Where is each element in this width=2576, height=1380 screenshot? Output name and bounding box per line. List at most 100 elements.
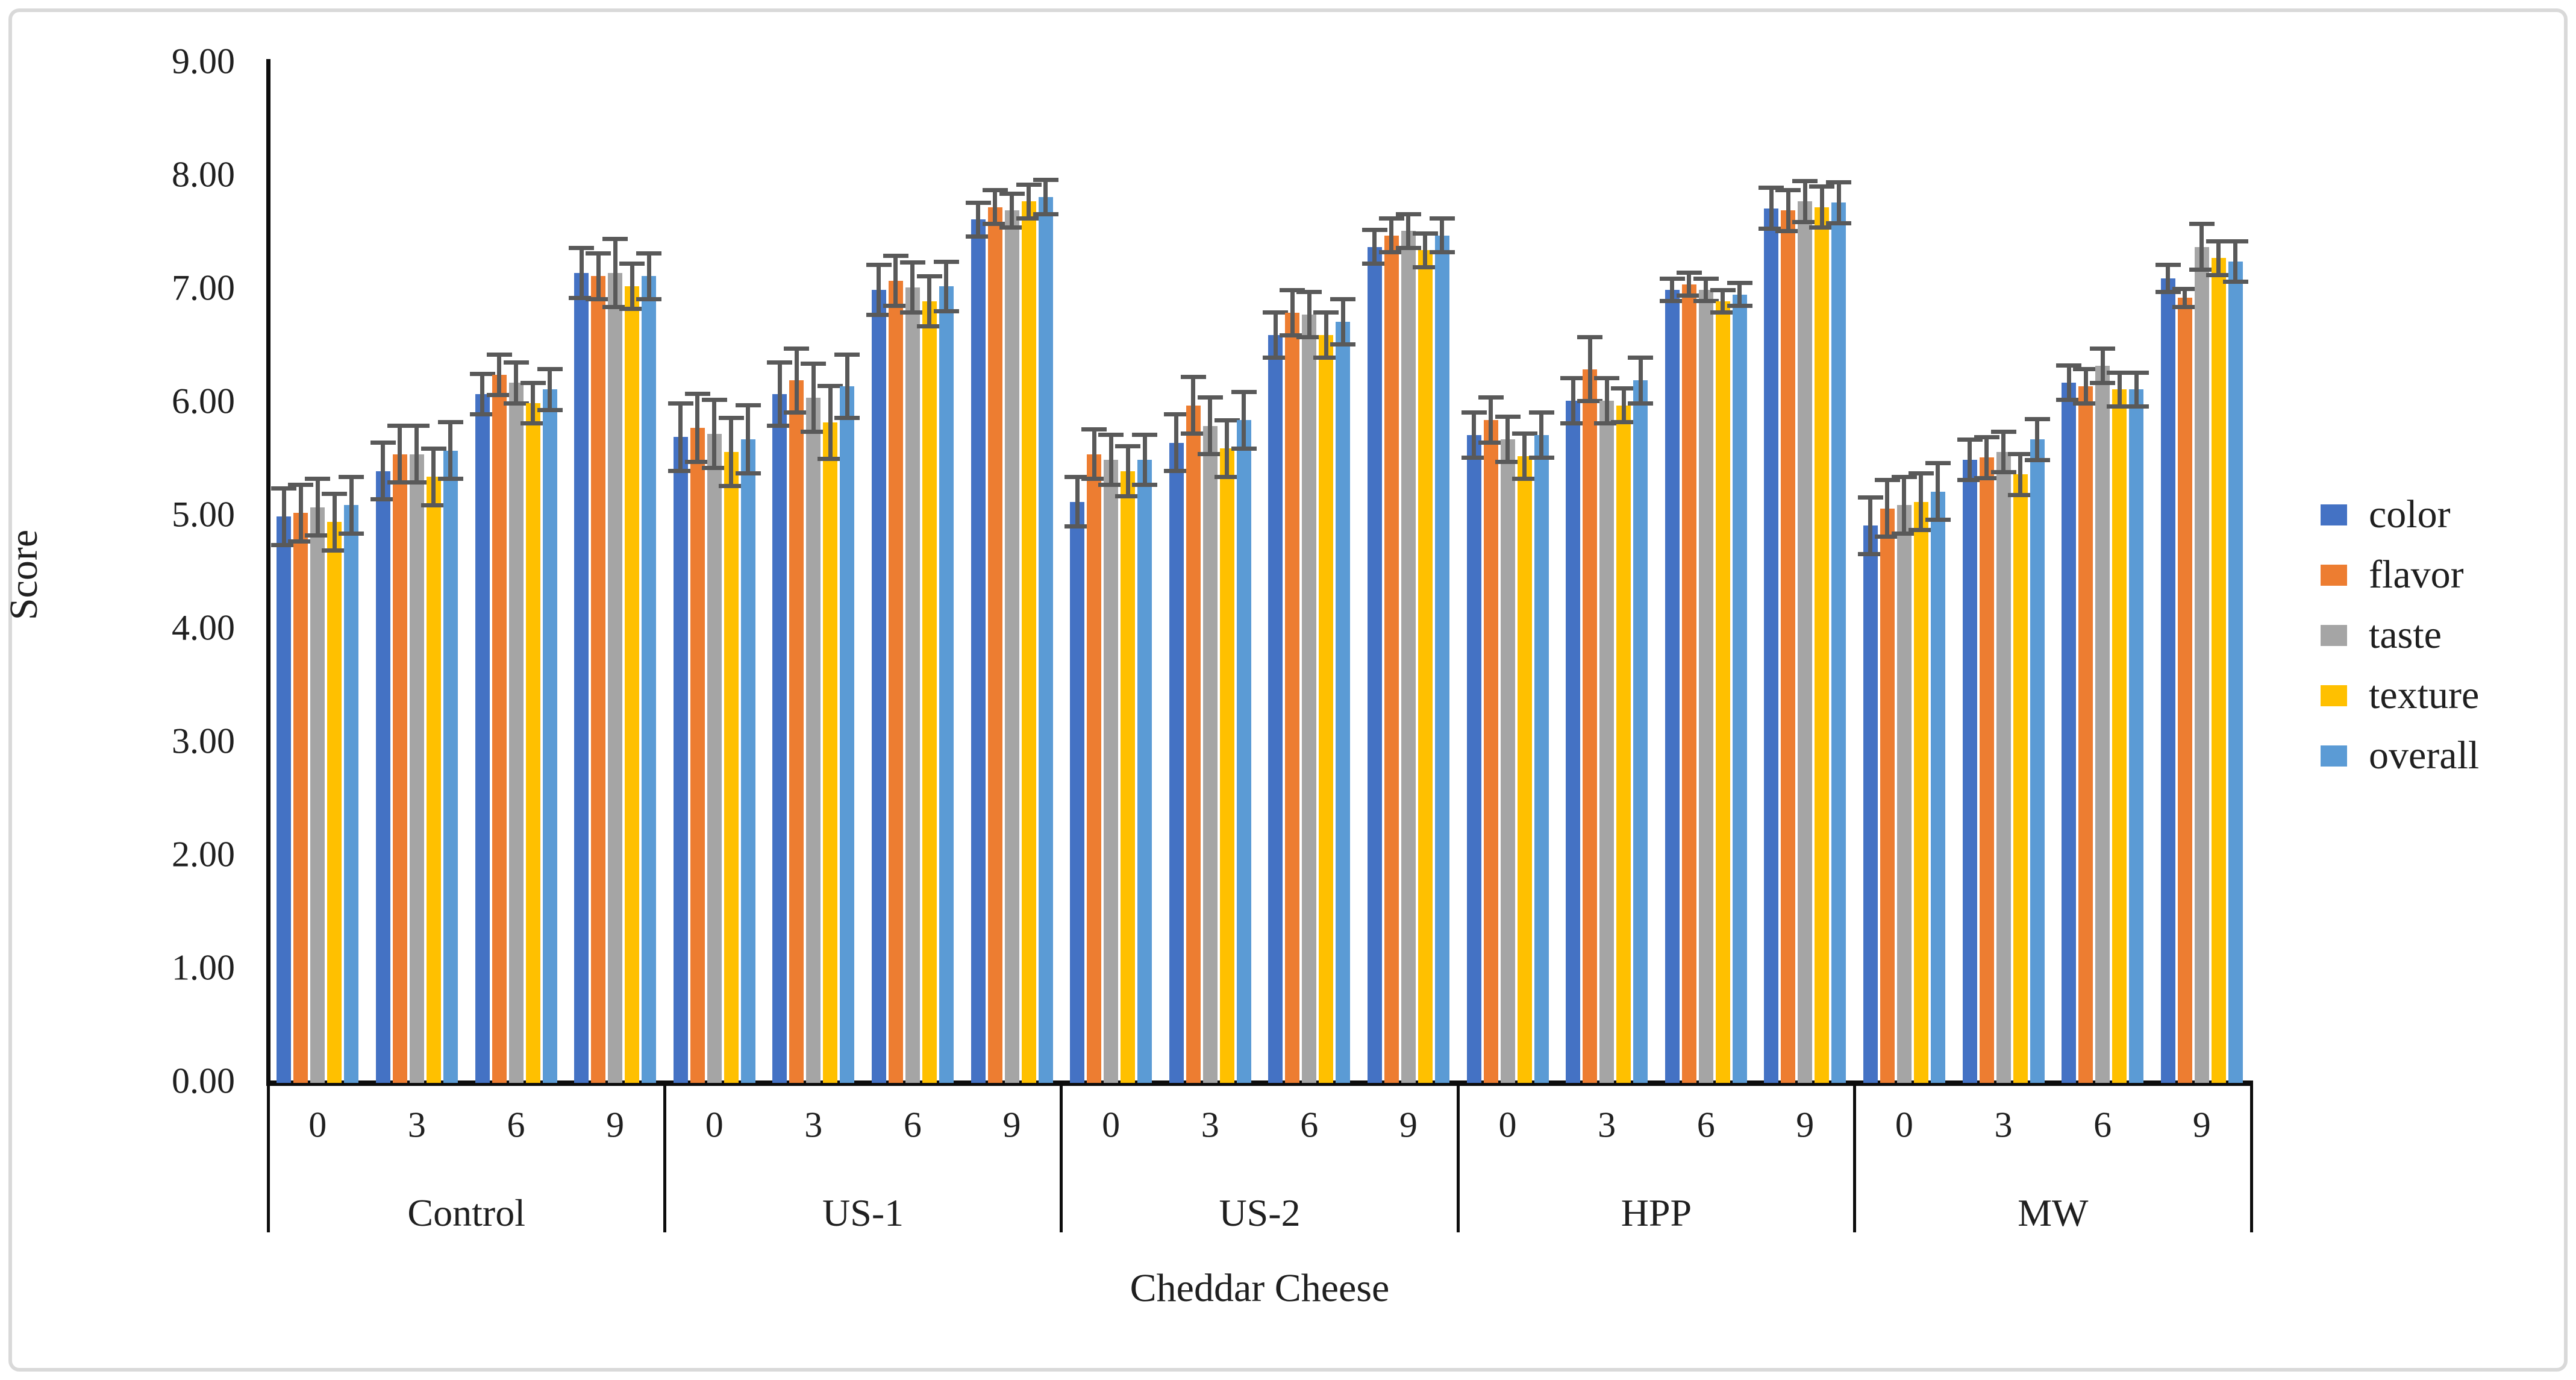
- error-bar-stem: [1108, 434, 1113, 485]
- error-bar-stem: [1902, 477, 1907, 534]
- bar-color-Control-0: [277, 516, 292, 1083]
- x-tick-storage-time: 3: [1201, 1105, 1219, 1145]
- error-bar-cap-bottom: [437, 477, 463, 481]
- error-bar-cap-top: [916, 274, 942, 278]
- error-bar-cap-top: [2090, 347, 2116, 351]
- error-bar-cap-top: [735, 403, 761, 408]
- error-bar-cap-bottom: [586, 296, 611, 301]
- error-bar-stem: [2066, 365, 2071, 400]
- bar-overall-MW-0: [1930, 491, 1945, 1083]
- error-bar-cap-top: [1628, 356, 1654, 360]
- error-bar-cap-top: [1180, 375, 1206, 380]
- error-bar-stem: [678, 403, 683, 471]
- bar-color-US-1-6: [871, 290, 886, 1083]
- bar-flavor-US-2-9: [1384, 235, 1399, 1083]
- error-bar-cap-top: [1792, 179, 1818, 184]
- error-bar-cap-bottom: [1330, 342, 1356, 347]
- error-bar-cap-top: [2189, 222, 2215, 227]
- error-bar-stem: [1868, 497, 1873, 554]
- error-bar-cap-bottom: [1528, 455, 1554, 460]
- error-bar-stem: [398, 425, 402, 483]
- error-bar-cap-top: [1163, 412, 1189, 417]
- error-bar-cap-bottom: [1957, 478, 1983, 483]
- error-bar-cap-top: [2007, 452, 2033, 457]
- error-bar-stem: [1027, 184, 1031, 219]
- error-bar-cap-bottom: [1180, 431, 1206, 436]
- bar-overall-US-2-9: [1434, 235, 1449, 1083]
- error-bar-cap-bottom: [718, 483, 744, 488]
- error-bar-cap-top: [1378, 216, 1404, 221]
- error-bar-cap-top: [2124, 370, 2149, 375]
- error-bar-cap-bottom: [1990, 470, 2016, 475]
- error-bar-cap-bottom: [486, 393, 512, 398]
- legend-item-texture: texture: [2321, 665, 2479, 726]
- bar-taste-MW-0: [1896, 505, 1912, 1083]
- x-group-label-MW: MW: [2018, 1191, 2089, 1234]
- legend-swatch-color: [2321, 504, 2347, 525]
- error-bar-stem: [531, 383, 535, 424]
- error-bar-stem: [332, 494, 337, 551]
- bar-overall-US-1-9: [1038, 196, 1053, 1083]
- error-bar-stem: [1522, 433, 1527, 479]
- error-bar-stem: [1571, 378, 1575, 424]
- x-axis-group-divider: [1060, 1083, 1063, 1232]
- error-bar-cap-bottom: [404, 480, 430, 485]
- error-bar-cap-top: [1659, 276, 1685, 281]
- error-bar-stem: [2083, 369, 2088, 403]
- error-bar-cap-top: [1908, 471, 1934, 476]
- error-bar-cap-top: [404, 424, 430, 428]
- error-bar-stem: [613, 239, 617, 307]
- error-bar-cap-bottom: [1611, 420, 1637, 425]
- bar-overall-HPP-0: [1534, 434, 1549, 1083]
- error-bar-cap-top: [1081, 427, 1107, 431]
- error-bar-stem: [1340, 299, 1345, 345]
- error-bar-cap-bottom: [1016, 216, 1042, 221]
- y-tick-label: 7.00: [172, 268, 235, 308]
- error-bar-cap-bottom: [339, 531, 364, 536]
- x-axis-line: [266, 1080, 2253, 1086]
- error-bar-cap-top: [784, 347, 810, 351]
- error-bar-cap-bottom: [1792, 219, 1818, 224]
- error-bar-stem: [695, 394, 700, 462]
- error-bar-cap-top: [1512, 431, 1537, 436]
- bar-overall-MW-6: [2129, 389, 2144, 1083]
- x-axis-group-divider: [1853, 1083, 1857, 1232]
- error-bar-cap-top: [1033, 178, 1058, 183]
- error-bar-stem: [993, 190, 997, 224]
- error-bar-cap-top: [1727, 281, 1752, 286]
- error-bar-cap-bottom: [1214, 474, 1240, 479]
- legend: color flavor taste texture overall: [2321, 485, 2479, 786]
- bar-color-MW-0: [1863, 525, 1878, 1083]
- error-bar-cap-bottom: [1081, 477, 1107, 481]
- error-bar-cap-top: [420, 446, 446, 451]
- error-bar-cap-bottom: [1296, 335, 1322, 340]
- bar-overall-Control-9: [642, 276, 657, 1083]
- error-bar-cap-top: [602, 236, 628, 241]
- x-group-label-US-2: US-2: [1219, 1191, 1301, 1234]
- error-bar-cap-top: [1758, 186, 1784, 190]
- bar-overall-US-2-0: [1137, 460, 1152, 1083]
- bar-overall-HPP-3: [1633, 380, 1648, 1083]
- error-bar-stem: [2117, 372, 2122, 407]
- bar-texture-HPP-3: [1616, 405, 1631, 1083]
- bar-color-Control-6: [475, 394, 490, 1083]
- x-tick-storage-time: 9: [1002, 1105, 1021, 1145]
- error-bar-stem: [1290, 290, 1295, 336]
- legend-label-taste: taste: [2369, 613, 2442, 657]
- error-bar-cap-bottom: [2124, 404, 2149, 409]
- error-bar-cap-top: [2172, 286, 2198, 291]
- error-bar-cap-bottom: [503, 401, 529, 406]
- error-bar-cap-top: [1495, 415, 1521, 419]
- error-bar-cap-top: [2024, 416, 2050, 421]
- bar-taste-Control-0: [310, 507, 325, 1083]
- error-bar-cap-bottom: [1857, 551, 1883, 556]
- error-bar-cap-bottom: [1727, 303, 1752, 308]
- bar-texture-MW-9: [2211, 258, 2226, 1083]
- error-bar-stem: [1587, 337, 1592, 401]
- error-bar-stem: [828, 386, 833, 459]
- error-bar-cap-top: [834, 352, 860, 357]
- bar-texture-HPP-6: [1715, 301, 1730, 1083]
- error-bar-cap-bottom: [469, 412, 495, 417]
- x-tick-storage-time: 6: [507, 1105, 525, 1145]
